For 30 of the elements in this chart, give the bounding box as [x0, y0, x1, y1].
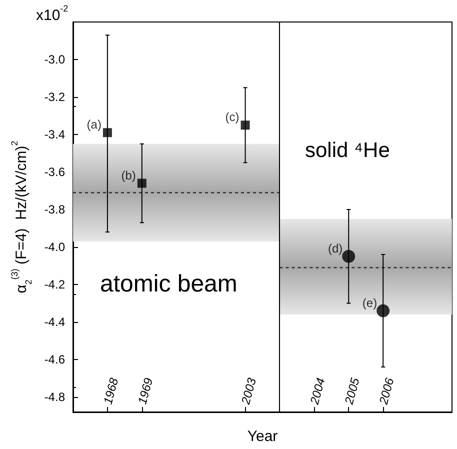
point	[240, 120, 250, 130]
annotation: (c)	[225, 110, 240, 124]
point	[342, 250, 356, 263]
y-tick-label: -4.6	[44, 352, 66, 366]
point	[376, 304, 390, 318]
annotation: (a)	[86, 118, 102, 132]
annotation: solid ⁴He	[305, 139, 390, 162]
y-tick-label: -3.4	[44, 128, 66, 142]
x-tick-label: 2004	[307, 376, 328, 407]
annotation: (e)	[362, 296, 378, 310]
y-tick-label: -3.6	[44, 165, 66, 179]
x-tick-label: 1968	[100, 376, 122, 406]
annotation: (b)	[121, 168, 136, 182]
annotation: (d)	[328, 241, 343, 256]
point	[137, 178, 146, 188]
y-tick-label: -3.2	[44, 90, 66, 104]
x-axis-title: Year	[247, 428, 278, 445]
x-tick-label: 2006	[376, 376, 397, 407]
y-tick-label: -3.8	[44, 202, 66, 216]
y-axis-title: α2(3) (F=4) Hz/(kV/cm)2	[10, 140, 34, 294]
y-tick-label: -4.2	[44, 278, 66, 292]
y-tick-label: -3.0	[44, 52, 66, 66]
point	[102, 128, 112, 138]
x-tick-label: 2003	[238, 376, 260, 407]
y-tick-label: -4.0	[44, 240, 66, 254]
y-tick-label: -4.8	[44, 390, 66, 404]
annotation: atomic beam	[100, 270, 238, 298]
x-tick-label: 1969	[135, 376, 156, 406]
x-tick-label: 2005	[342, 376, 362, 407]
y-tick-label: -4.4	[44, 315, 66, 329]
